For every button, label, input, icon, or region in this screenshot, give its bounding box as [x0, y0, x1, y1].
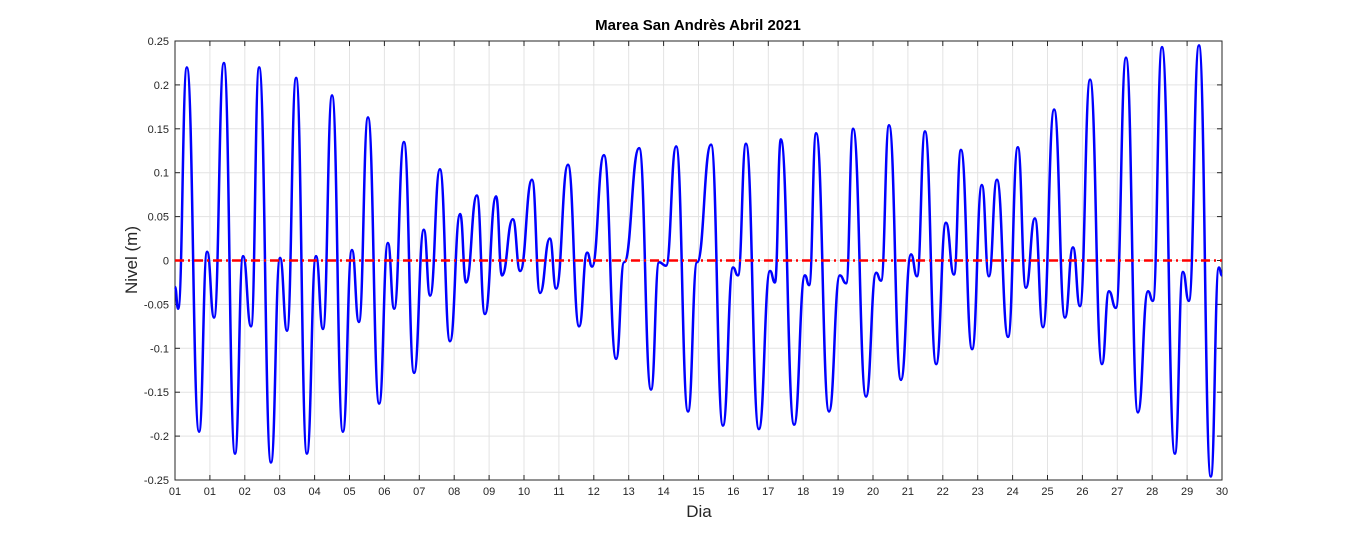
y-tick-label: 0.15 [148, 124, 169, 136]
y-tick-label: -0.15 [144, 387, 169, 399]
x-tick-label: 11 [553, 486, 564, 498]
y-axis-label: Nivel (m) [122, 226, 141, 294]
y-tick-label: 0.25 [148, 36, 169, 48]
x-tick-label: 25 [1041, 486, 1053, 498]
x-tick-label: 03 [274, 486, 286, 498]
x-tick-label: 24 [1006, 486, 1018, 498]
y-tick-label: -0.25 [144, 475, 169, 487]
x-tick-label: 07 [413, 486, 425, 498]
x-tick-label: 20 [867, 486, 879, 498]
x-tick-label: 06 [378, 486, 390, 498]
x-tick-label: 18 [797, 486, 809, 498]
chart-title: Marea San Andrès Abril 2021 [595, 17, 801, 34]
data-line [173, 44, 1223, 478]
x-tick-label: 30 [1216, 486, 1228, 498]
x-tick-label: 16 [727, 486, 739, 498]
y-tick-label: 0.05 [148, 212, 169, 224]
x-tick-label: 10 [518, 486, 530, 498]
x-tick-label: 19 [832, 486, 844, 498]
x-tick-label: 15 [692, 486, 704, 498]
x-tick-label: 22 [937, 486, 949, 498]
x-tick-label: 13 [623, 486, 635, 498]
y-tick-label: -0.1 [150, 343, 169, 355]
x-tick-label: 01 [204, 486, 216, 498]
x-tick-label: 29 [1181, 486, 1193, 498]
x-axis-label: Dia [686, 502, 712, 521]
x-tick-label: 26 [1076, 486, 1088, 498]
x-tick-label: 23 [972, 486, 984, 498]
x-tick-label: 12 [588, 486, 600, 498]
y-tick-label: 0 [163, 256, 169, 268]
x-tick-label: 01 [169, 486, 181, 498]
x-tick-label: 05 [343, 486, 355, 498]
x-tick-label: 28 [1146, 486, 1158, 498]
x-tick-label: 09 [483, 486, 495, 498]
y-tick-label: -0.05 [144, 299, 169, 311]
y-tick-label: 0.1 [154, 168, 169, 180]
y-tick-label: -0.2 [150, 431, 169, 443]
x-tick-label: 14 [657, 486, 669, 498]
x-tick-label: 02 [239, 486, 251, 498]
x-tick-label: 17 [762, 486, 774, 498]
x-tick-label: 04 [308, 486, 320, 498]
y-tick-label: 0.2 [154, 80, 169, 92]
x-tick-label: 27 [1111, 486, 1123, 498]
x-tick-label: 08 [448, 486, 460, 498]
x-tick-label: 21 [902, 486, 914, 498]
